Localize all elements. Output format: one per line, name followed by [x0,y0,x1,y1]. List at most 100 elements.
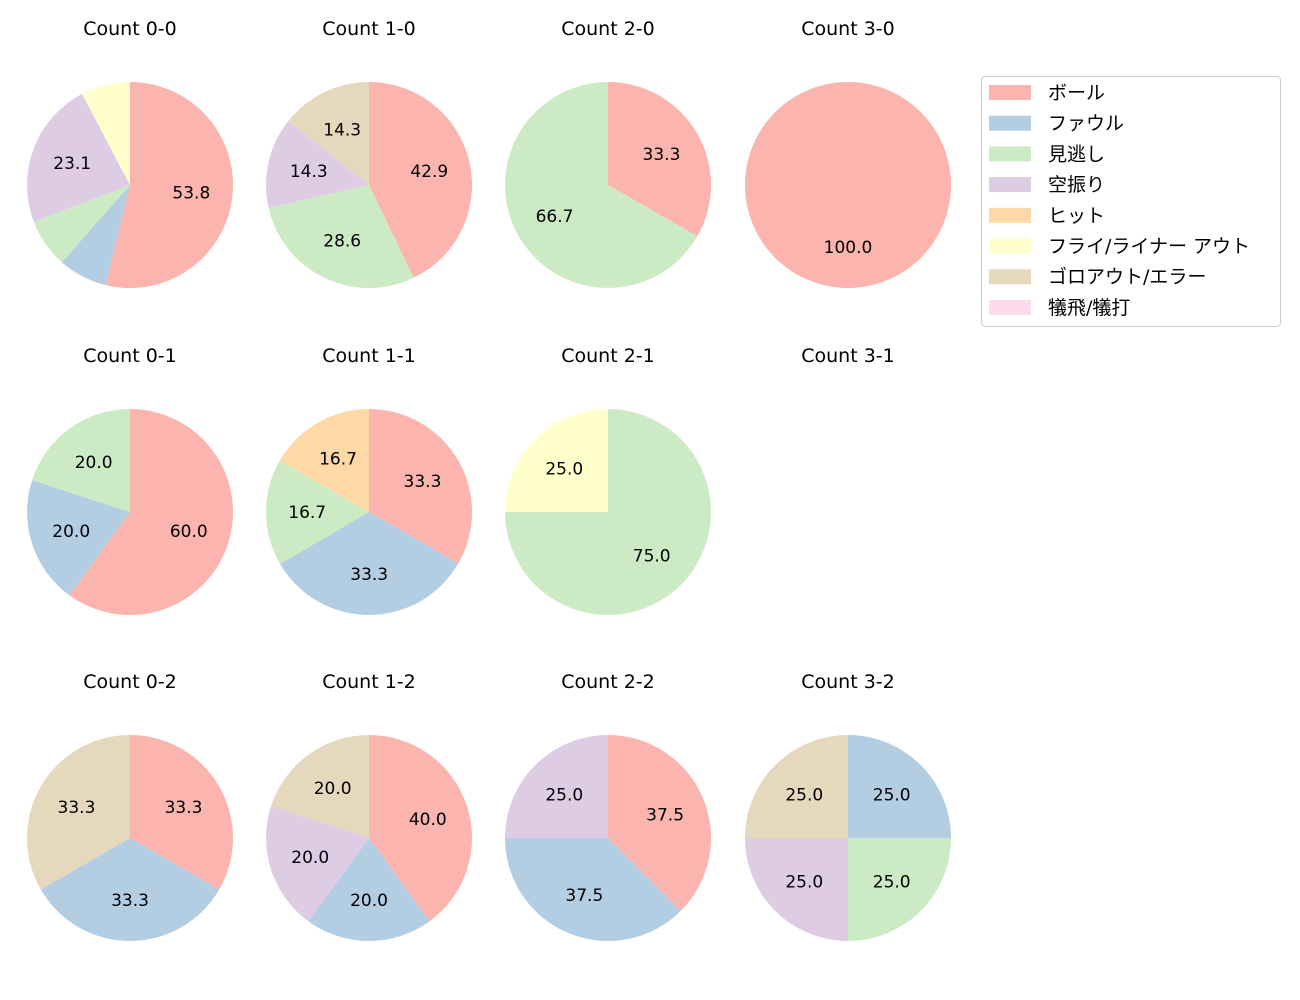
pie-slice [745,82,951,288]
pie-title: Count 2-1 [561,345,655,367]
pie-slice [280,512,459,615]
legend-swatch [989,269,1031,285]
pie-slice [745,838,848,941]
slice-label: 53.8 [172,183,210,203]
slice-label: 20.0 [291,848,329,868]
slice-label: 20.0 [52,522,90,542]
slice-label: 14.3 [290,162,328,182]
slice-label: 14.3 [323,120,361,140]
pie-slice [268,185,414,288]
pie-count-1-0: Count 1-0 42.9 28.6 14.3 14.3 [266,18,473,288]
pie-count-0-0: Count 0-0 53.8 23.1 [27,18,234,289]
legend-swatch [989,146,1031,162]
pie-slice [504,82,698,289]
pie-count-0-2: Count 0-2 33.3 33.3 33.3 [27,671,233,941]
pie-count-1-1: Count 1-1 33.3 33.3 16.7 16.7 [266,345,472,615]
legend-swatch [989,85,1031,100]
slice-label: 16.7 [319,450,357,470]
slice-label: 33.3 [404,472,442,492]
pie-slice [369,82,473,278]
pie-slice [505,838,681,941]
pie-title: Count 3-0 [801,18,895,40]
slice-label: 33.3 [643,145,681,165]
slice-label: 33.3 [58,798,96,818]
slice-label: 23.1 [53,154,91,174]
pie-slice [130,735,233,890]
legend-swatch [989,207,1031,223]
pie-count-3-1: Count 3-1 [801,345,895,367]
slice-label: 42.9 [410,162,448,182]
pie-title: Count 1-2 [322,671,416,693]
legend-frame [981,76,1281,327]
pie-slice [369,735,473,922]
legend-label: フライ/ライナー アウト [1048,236,1250,258]
pie-title: Count 3-1 [801,345,895,367]
pie-title: Count 1-0 [322,18,416,40]
pie-slice [61,185,131,286]
legend-label: 空振り [1048,174,1105,196]
slice-label: 37.5 [646,805,684,825]
slice-label: 25.0 [545,785,583,805]
slice-label: 37.5 [565,886,603,906]
slice-label: 20.0 [75,453,113,473]
pie-slice [27,735,130,890]
pie-slice [27,480,130,596]
legend-label: 犠飛/犠打 [1048,297,1130,319]
pie-slice [271,735,369,838]
slice-label: 33.3 [111,891,149,911]
legend-label: ボール [1048,82,1105,104]
pie-slice [288,82,369,185]
slice-label: 66.7 [536,207,574,227]
pie-slice [505,735,608,838]
legend-swatch [989,299,1031,315]
pie-title: Count 2-0 [561,18,655,40]
legend-label: ゴロアウト/エラー [1048,266,1206,288]
pie-slice [32,409,130,512]
pie-slice [266,460,369,564]
slice-label: 25.0 [873,785,911,805]
slice-label: 20.0 [314,779,352,799]
pie-title: Count 0-1 [83,345,177,367]
slice-label: 25.0 [873,873,911,893]
pie-slice [848,838,951,941]
pie-slice [608,82,711,237]
pie-count-2-2: Count 2-2 37.5 37.5 25.0 [505,671,711,941]
slice-label: 33.3 [165,798,203,818]
legend-swatch [989,238,1031,254]
pie-count-2-1: Count 2-1 75.0 25.0 [505,345,711,615]
legend-swatch [989,177,1031,193]
pie-title: Count 1-1 [322,345,416,367]
pie-slice [505,409,608,512]
pie-slice [279,409,369,512]
slice-label: 60.0 [170,522,208,542]
slice-label: 25.0 [785,785,823,805]
pie-slice [33,185,131,263]
pie-count-2-0: Count 2-0 33.3 66.7 [504,18,711,289]
pie-slice [82,82,130,185]
pie-count-1-2: Count 1-2 40.0 20.0 20.0 20.0 [266,671,473,941]
slice-label: 16.7 [288,503,326,523]
pie-count-0-1: Count 0-1 60.0 20.0 20.0 [27,345,234,616]
legend-label: ヒット [1048,205,1105,227]
pie-title: Count 3-2 [801,671,895,693]
pie-title: Count 2-2 [561,671,655,693]
pie-slice [608,735,711,911]
pie-slice [266,806,369,922]
legend-label: 見逃し [1048,143,1105,165]
slice-label: 75.0 [633,547,671,567]
pie-count-3-2: Count 3-2 25.0 25.0 25.0 25.0 [745,671,951,941]
pie-slice [27,93,131,222]
pie-slice [308,838,430,941]
slice-label: 100.0 [824,238,873,258]
pie-count-3-0: Count 3-0 100.0 [745,18,951,288]
legend-label: ファウル [1048,113,1124,135]
legend-swatch [989,115,1031,131]
pie-slice [105,82,234,289]
slice-label: 28.6 [323,232,361,252]
slice-label: 25.0 [545,459,583,479]
pie-slice [369,409,472,564]
slice-label: 33.3 [350,565,388,585]
pie-slice [848,735,951,838]
